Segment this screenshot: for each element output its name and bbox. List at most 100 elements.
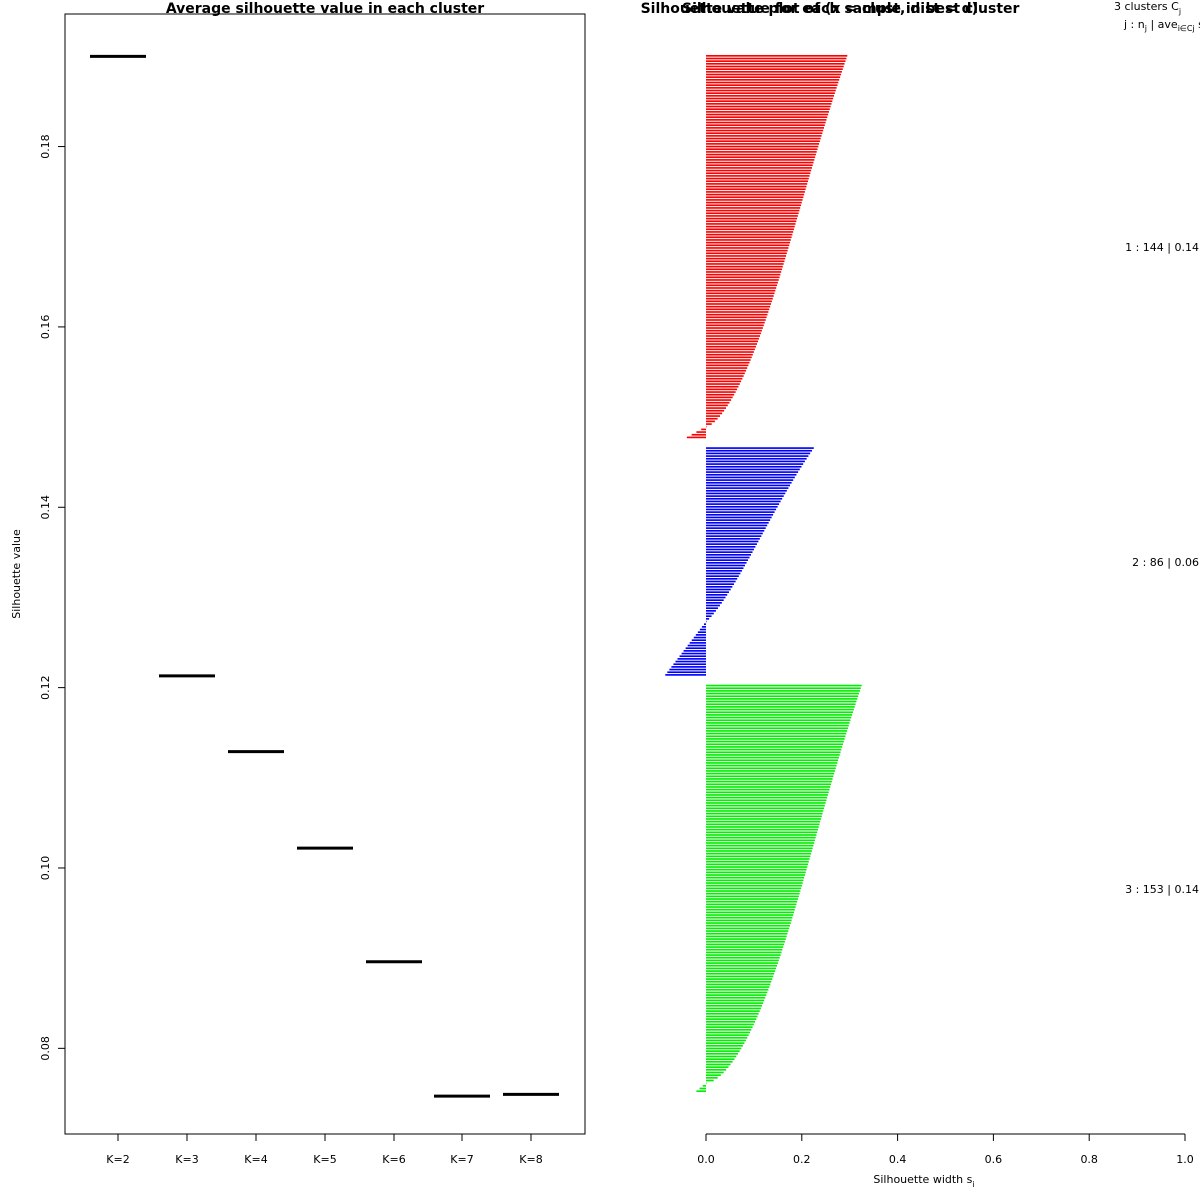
silhouette-bar	[706, 113, 829, 116]
silhouette-bar	[706, 449, 812, 452]
silhouette-bar	[706, 850, 812, 852]
silhouette-bar	[706, 1023, 754, 1026]
silhouette-bar	[706, 383, 740, 385]
silhouette-bar	[706, 620, 707, 623]
silhouette-bar	[706, 412, 723, 415]
silhouette-bar	[706, 860, 809, 863]
silhouette-bar	[706, 815, 822, 818]
left-x-tick-label: K=5	[313, 1153, 336, 1166]
cluster-1-bars	[686, 55, 848, 439]
silhouette-bar	[702, 1084, 706, 1087]
silhouette-bar	[706, 980, 772, 983]
silhouette-bar	[706, 343, 757, 345]
silhouette-bar	[706, 1047, 742, 1050]
silhouette-bar	[706, 511, 775, 513]
silhouette-bar	[706, 87, 837, 89]
cluster-summary-labels: 1 : 144 | 0.14 2 : 86 | 0.06 3 : 153 | 0.1…	[1125, 241, 1199, 896]
silhouette-bar	[706, 95, 835, 97]
silhouette-bar	[706, 175, 810, 177]
silhouette-bar	[706, 305, 771, 308]
silhouette-bar	[706, 223, 796, 225]
silhouette-bar	[706, 775, 834, 778]
silhouette-bar	[706, 863, 809, 866]
cluster-3-summary: 3 : 153 | 0.14	[1125, 883, 1199, 896]
silhouette-bar	[706, 914, 794, 916]
silhouette-bar	[706, 556, 750, 559]
silhouette-bar	[706, 359, 751, 361]
silhouette-bar	[706, 1007, 761, 1010]
cluster-header-line2-sub1: j	[1144, 24, 1147, 33]
silhouette-bar	[706, 457, 807, 460]
silhouette-bar	[706, 361, 750, 364]
silhouette-bar	[706, 372, 745, 375]
silhouette-bar	[706, 420, 715, 423]
silhouette-bar	[706, 385, 739, 388]
silhouette-bar	[706, 612, 714, 615]
silhouette-bar	[706, 220, 797, 223]
silhouette-bar	[706, 586, 733, 588]
silhouette-bar	[706, 983, 771, 986]
silhouette-bar	[706, 156, 816, 159]
left-y-tick-label: 0.14	[39, 495, 52, 520]
silhouette-bar	[706, 351, 754, 353]
silhouette-bar	[706, 569, 742, 572]
silhouette-bar	[691, 433, 706, 436]
silhouette-bar	[706, 1002, 764, 1004]
silhouette-bar	[706, 84, 838, 87]
silhouette-bar	[706, 135, 822, 137]
silhouette-bar	[706, 151, 817, 153]
silhouette-bar	[706, 714, 853, 716]
silhouette-bar	[706, 884, 802, 887]
silhouette-bar	[706, 327, 763, 329]
right-x-axis: 0.0 0.2 0.4 0.6 0.8 1.0	[697, 1133, 1194, 1166]
silhouette-bar	[706, 1082, 707, 1084]
silhouette-bar	[706, 132, 823, 135]
silhouette-bar	[706, 543, 757, 545]
silhouette-bar	[706, 127, 824, 129]
silhouette-bar	[706, 81, 839, 84]
silhouette-bar	[706, 719, 851, 722]
silhouette-bar	[706, 527, 766, 529]
silhouette-bar	[706, 321, 765, 324]
silhouette-bar	[706, 369, 747, 372]
cluster-header-line2-suffix: s	[1195, 18, 1200, 31]
silhouette-bar	[706, 839, 815, 842]
silhouette-bar	[706, 271, 782, 273]
silhouette-bar	[706, 409, 725, 412]
silhouette-bar	[706, 802, 826, 804]
silhouette-bar	[706, 89, 836, 92]
silhouette-bar	[706, 396, 733, 399]
silhouette-bar	[706, 804, 825, 807]
silhouette-bar	[706, 951, 782, 954]
silhouette-bar	[706, 532, 763, 535]
silhouette-bar	[706, 1044, 743, 1047]
silhouette-bar	[706, 252, 787, 255]
left-plot-frame	[64, 13, 586, 1135]
silhouette-bar	[706, 836, 816, 839]
silhouette-bar	[706, 746, 843, 748]
silhouette-bar	[706, 513, 774, 516]
silhouette-bar	[706, 105, 831, 108]
silhouette-bar	[706, 991, 768, 994]
silhouette-bar	[706, 100, 833, 103]
silhouette-bar	[706, 874, 805, 876]
silhouette-bar	[706, 172, 811, 175]
silhouette-bar	[706, 129, 824, 132]
silhouette-bar	[706, 724, 849, 727]
silhouette-bar	[706, 185, 807, 188]
silhouette-bar	[706, 583, 734, 585]
silhouette-bar	[701, 626, 706, 628]
silhouette-bar	[706, 255, 787, 257]
silhouette-bar	[706, 703, 856, 706]
silhouette-bar	[706, 548, 754, 551]
right-chart-title-overlap: Silhouette plot of (x = clust, dist = d)	[682, 1, 978, 17]
silhouette-bar	[706, 231, 794, 233]
silhouette-bar	[706, 898, 798, 900]
silhouette-bar	[706, 353, 753, 356]
silhouette-bar	[706, 535, 762, 537]
cluster-header-line2: j : nj | avei∈Cj si	[1123, 18, 1200, 33]
silhouette-bar	[706, 92, 835, 95]
silhouette-bar	[706, 425, 707, 428]
silhouette-bar	[706, 967, 777, 970]
silhouette-bar	[706, 260, 785, 263]
